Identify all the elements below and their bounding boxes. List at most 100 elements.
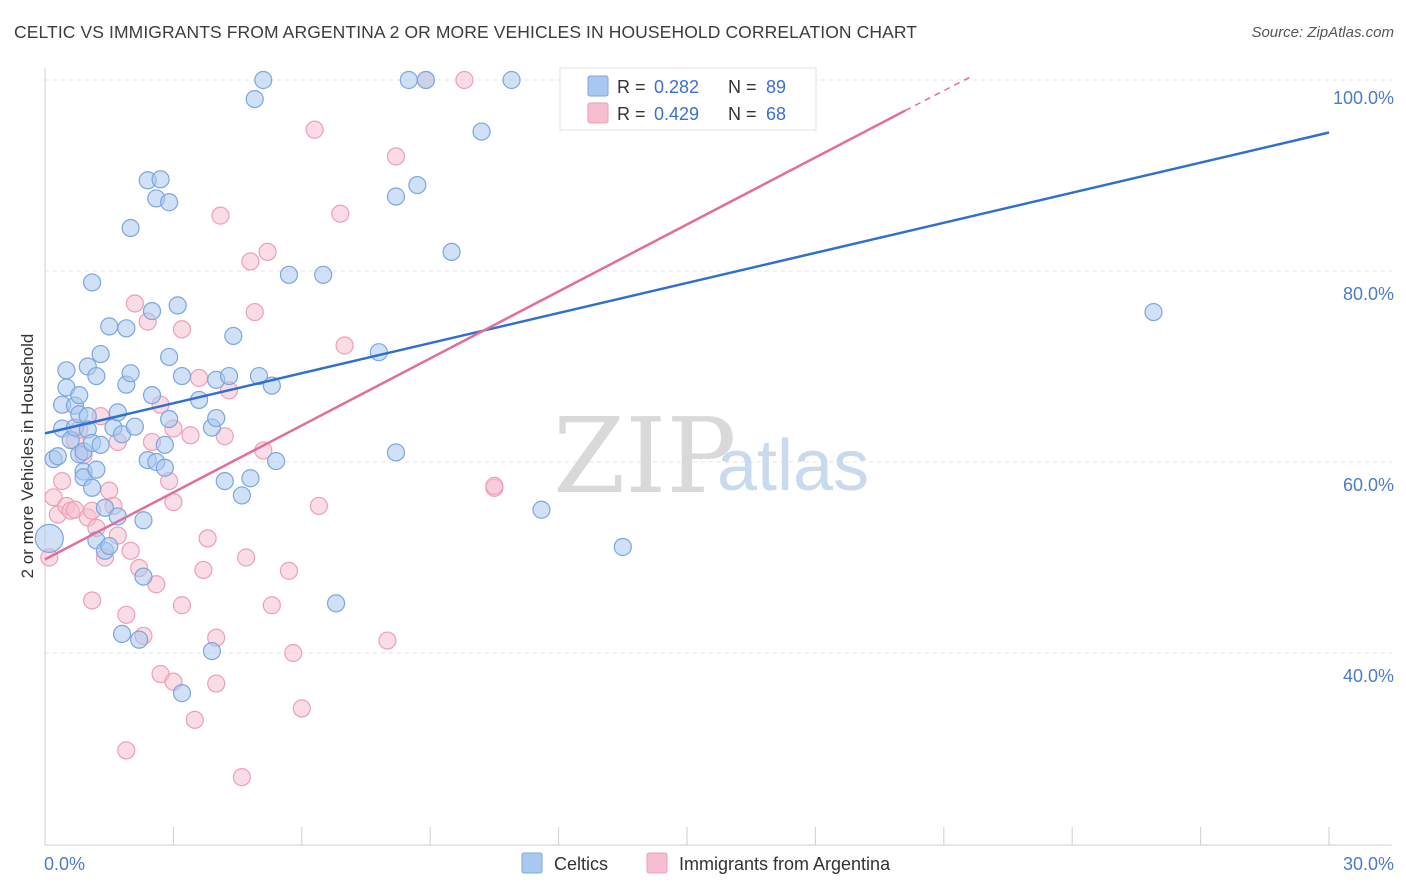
watermark-zip: ZIP [553, 395, 736, 517]
celtics-point [172, 684, 192, 703]
legend-n-value-blue: 89 [766, 77, 786, 97]
celtics-point [369, 343, 388, 362]
celtics-point [215, 472, 234, 491]
argentina-point [237, 548, 256, 567]
celtics-point [34, 523, 64, 554]
argentina-point [181, 426, 200, 445]
argentina-point [232, 768, 251, 787]
argentina-point [121, 541, 140, 560]
celtics-regression-line [44, 131, 1330, 435]
argentina-point [198, 529, 217, 548]
argentina-point [194, 560, 213, 580]
series-legend: Celtics Immigrants from Argentina [521, 852, 891, 874]
argentina-point [172, 596, 192, 615]
celtics-point [1144, 302, 1163, 322]
celtics-point [100, 536, 119, 556]
celtics-point [502, 70, 521, 90]
argentina-point [284, 643, 303, 663]
celtics-point [172, 366, 192, 386]
celtics-point [442, 242, 461, 261]
celtics-point [399, 70, 418, 90]
argentina-point [100, 481, 119, 500]
chart-title: CELTIC VS IMMIGRANTS FROM ARGENTINA 2 OR… [14, 22, 918, 42]
celtics-point [142, 302, 162, 321]
argentina-point [172, 320, 192, 339]
argentina-point [125, 294, 144, 313]
legend-swatch-pink [587, 102, 609, 124]
argentina-point [335, 336, 354, 355]
celtics-point [70, 386, 89, 405]
argentina-regression-line [44, 109, 906, 561]
celtics-point [245, 89, 264, 109]
legend-r-label-pink: R = [617, 104, 646, 124]
celtics-point [314, 265, 333, 284]
argentina-regression-extension [904, 74, 975, 112]
celtics-point [130, 630, 149, 649]
celtics-point [168, 296, 187, 315]
argentina-point [117, 741, 136, 760]
argentina-point [262, 596, 281, 615]
argentina-point [485, 476, 504, 495]
celtics-point [91, 435, 110, 454]
celtics-point [408, 175, 427, 195]
argentina-point [292, 699, 311, 718]
series-legend-swatch-argentina [646, 852, 668, 874]
argentina-point [207, 674, 226, 693]
argentina-point [44, 488, 63, 507]
x-tick-marks [44, 827, 1330, 845]
celtics-point [100, 317, 119, 336]
celtics-point [279, 265, 299, 284]
argentina-point [245, 302, 264, 322]
celtics-point [82, 273, 102, 292]
argentina-point [185, 710, 204, 729]
celtics-point [613, 537, 632, 557]
celtics-point [155, 458, 174, 477]
x-tick-label-min: 0.0% [44, 854, 85, 874]
argentina-point [378, 631, 397, 650]
celtics-point [232, 486, 251, 505]
celtics-point [91, 344, 110, 364]
series-legend-label-celtics: Celtics [554, 854, 608, 874]
argentina-point [331, 204, 350, 223]
celtics-point [241, 469, 260, 488]
y-tick-label-80: 80.0% [1343, 284, 1394, 304]
celtics-point [57, 361, 76, 380]
y-tick-label-60: 60.0% [1343, 475, 1394, 495]
celtics-point [134, 567, 153, 586]
celtics-point [254, 70, 273, 90]
argentina-point [279, 561, 299, 580]
celtics-point [160, 409, 179, 429]
legend-swatch-blue [587, 75, 609, 97]
argentina-point [386, 147, 406, 166]
argentina-point [455, 70, 474, 90]
celtics-point [151, 170, 170, 189]
celtics-point [267, 451, 286, 471]
watermark: ZIP atlas [553, 395, 869, 517]
source-label: Source: ZipAtlas.com [1251, 24, 1394, 41]
celtics-point [224, 326, 243, 346]
celtics-point [326, 594, 346, 613]
celtics-point [121, 218, 140, 238]
series-legend-swatch-celtics [521, 852, 543, 874]
legend-r-label-blue: R = [617, 77, 646, 97]
argentina-point [258, 242, 277, 261]
celtics-point [112, 624, 132, 644]
celtics-point [95, 498, 115, 517]
regression-lines [44, 74, 1330, 561]
legend-n-value-pink: 68 [766, 104, 786, 124]
legend-r-value-blue: 0.282 [654, 77, 699, 97]
celtics-point [249, 366, 269, 386]
celtics-point [142, 386, 162, 405]
celtics-point [207, 408, 226, 428]
series-legend-label-argentina: Immigrants from Argentina [679, 854, 891, 874]
celtics-point [532, 500, 551, 519]
y-tick-label-40: 40.0% [1343, 666, 1394, 686]
argentina-point [215, 427, 234, 446]
y-tick-label-100: 100.0% [1333, 88, 1394, 108]
celtics-point [134, 511, 153, 530]
x-tick-label-max: 30.0% [1343, 854, 1394, 874]
y-tick-labels: 40.0% 60.0% 80.0% 100.0% [1333, 88, 1394, 686]
stats-legend: R = 0.282 N = 89 R = 0.429 N = 68 [559, 67, 817, 131]
watermark-atlas: atlas [717, 426, 869, 506]
